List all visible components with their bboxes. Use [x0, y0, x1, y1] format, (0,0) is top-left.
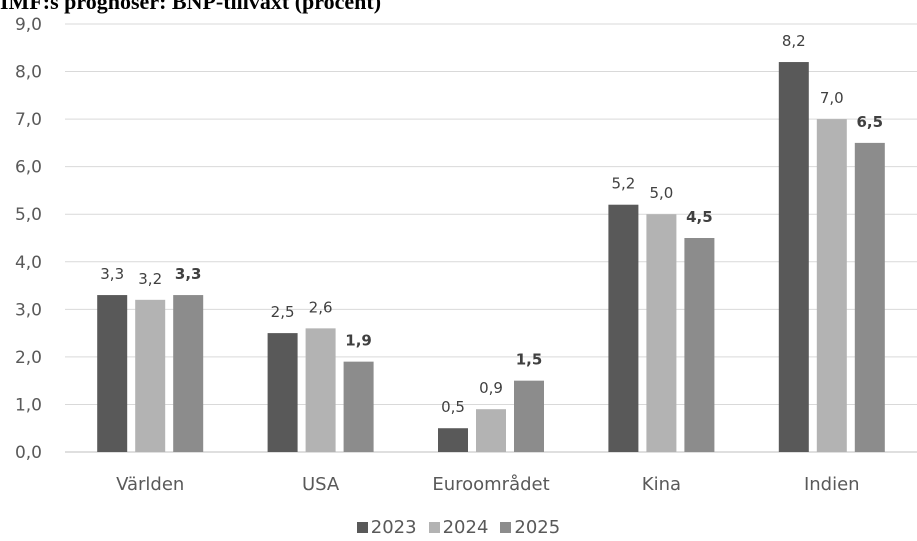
bar: [438, 428, 468, 452]
y-tick-label: 1,0: [15, 395, 42, 415]
data-label: 2,5: [271, 303, 295, 321]
bar: [476, 409, 506, 452]
data-label: 6,5: [857, 113, 884, 131]
data-label: 3,3: [175, 265, 202, 283]
data-label: 5,0: [649, 184, 673, 202]
data-label: 7,0: [820, 89, 844, 107]
bar: [684, 238, 715, 452]
bar: [97, 295, 128, 452]
bar: [343, 361, 374, 452]
bar: [646, 214, 677, 452]
bar: [608, 204, 639, 452]
category-label: Euroområdet: [432, 474, 549, 495]
data-label: 3,2: [138, 270, 162, 288]
data-label: 1,9: [345, 332, 372, 350]
category-label: Världen: [116, 474, 184, 495]
category-label: USA: [302, 474, 340, 495]
y-tick-label: 9,0: [15, 15, 42, 35]
y-tick-label: 5,0: [15, 205, 42, 225]
y-tick-label: 4,0: [15, 253, 42, 273]
y-tick-label: 8,0: [15, 63, 42, 83]
y-tick-label: 2,0: [15, 348, 42, 368]
chart-legend: 2023 2024 2025: [0, 517, 917, 538]
data-label: 8,2: [782, 32, 806, 50]
y-tick-label: 0,0: [15, 443, 42, 463]
legend-label: 2024: [442, 517, 489, 538]
chart-title: IMF:s prognoser: BNP-tillväxt (procent): [0, 0, 382, 14]
bar: [816, 119, 847, 452]
legend-item: 2023: [356, 517, 417, 538]
y-tick-label: 7,0: [15, 110, 42, 130]
bar: [305, 328, 336, 452]
legend-swatch: [356, 522, 368, 533]
legend-label: 2023: [370, 517, 417, 538]
bar: [267, 333, 298, 452]
bar: [135, 299, 166, 452]
legend-item: 2025: [500, 517, 560, 538]
legend-swatch: [428, 522, 440, 533]
legend-swatch: [500, 522, 512, 533]
bar: [778, 62, 809, 453]
y-tick-label: 6,0: [15, 158, 42, 178]
data-label: 2,6: [309, 298, 333, 316]
bar: [173, 295, 204, 452]
legend-label: 2025: [514, 517, 561, 538]
y-tick-label: 3,0: [15, 300, 42, 320]
data-label: 5,2: [611, 175, 635, 193]
data-label: 4,5: [686, 208, 713, 226]
data-label: 3,3: [100, 265, 124, 283]
bar: [854, 142, 885, 452]
legend-item: 2024: [428, 517, 489, 538]
data-label: 0,5: [441, 398, 465, 416]
data-label: 1,5: [516, 351, 543, 369]
bar: [514, 380, 544, 452]
data-label: 0,9: [479, 379, 503, 397]
category-label: Kina: [642, 474, 681, 495]
category-label: Indien: [804, 474, 860, 495]
